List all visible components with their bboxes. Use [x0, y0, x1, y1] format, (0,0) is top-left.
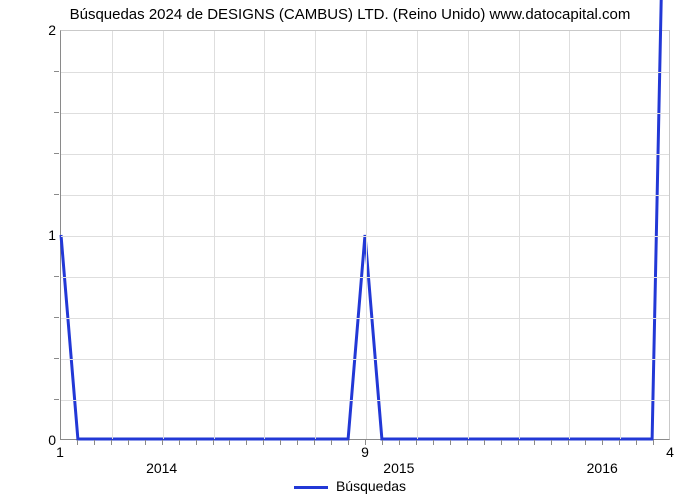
gridline-vertical [112, 31, 113, 439]
series-line [61, 31, 669, 439]
gridline-vertical [214, 31, 215, 439]
plot-area [60, 30, 670, 440]
x-tick-label: 4 [666, 444, 674, 460]
x-minor-tick [585, 440, 586, 445]
x-minor-tick [602, 440, 603, 445]
gridline-vertical [264, 31, 265, 439]
gridline-vertical [620, 31, 621, 439]
y-tick-label: 0 [38, 432, 56, 448]
x-minor-tick [348, 440, 349, 445]
x-minor-tick [416, 440, 417, 445]
gridline-vertical [163, 31, 164, 439]
y-minor-tick [54, 399, 59, 400]
x-minor-tick [196, 440, 197, 445]
x-minor-tick [162, 440, 163, 445]
x-minor-tick [636, 440, 637, 445]
gridline-vertical [468, 31, 469, 439]
x-minor-tick [619, 440, 620, 445]
x-minor-tick [467, 440, 468, 445]
x-tick-label: 9 [361, 444, 369, 460]
chart-container: Búsquedas 2024 de DESIGNS (CAMBUS) LTD. … [0, 0, 700, 500]
x-minor-tick [94, 440, 95, 445]
x-minor-tick [653, 440, 654, 445]
x-year-label: 2016 [587, 460, 618, 476]
y-minor-tick [54, 276, 59, 277]
x-minor-tick [246, 440, 247, 445]
x-minor-tick [568, 440, 569, 445]
x-minor-tick [399, 440, 400, 445]
gridline-horizontal [61, 236, 669, 237]
y-minor-tick [54, 71, 59, 72]
x-minor-tick [229, 440, 230, 445]
gridline-horizontal [61, 72, 669, 73]
x-year-label: 2014 [146, 460, 177, 476]
x-minor-tick [331, 440, 332, 445]
gridline-horizontal [61, 113, 669, 114]
legend-swatch [294, 486, 328, 489]
gridline-vertical [366, 31, 367, 439]
y-minor-tick [54, 112, 59, 113]
x-tick-label: 1 [56, 444, 64, 460]
y-tick-label: 1 [38, 227, 56, 243]
x-minor-tick [551, 440, 552, 445]
x-minor-tick [433, 440, 434, 445]
legend: Búsquedas [0, 478, 700, 494]
chart-title: Búsquedas 2024 de DESIGNS (CAMBUS) LTD. … [0, 6, 700, 23]
gridline-horizontal [61, 400, 669, 401]
x-minor-tick [314, 440, 315, 445]
x-minor-tick [213, 440, 214, 445]
x-minor-tick [280, 440, 281, 445]
x-minor-tick [518, 440, 519, 445]
legend-label: Búsquedas [336, 478, 406, 494]
x-minor-tick [534, 440, 535, 445]
x-year-label: 2015 [383, 460, 414, 476]
y-minor-tick [54, 358, 59, 359]
gridline-horizontal [61, 318, 669, 319]
gridline-vertical [519, 31, 520, 439]
x-minor-tick [77, 440, 78, 445]
gridline-vertical [569, 31, 570, 439]
y-minor-tick [54, 153, 59, 154]
x-minor-tick [263, 440, 264, 445]
x-minor-tick [382, 440, 383, 445]
y-minor-tick [54, 194, 59, 195]
x-minor-tick [111, 440, 112, 445]
gridline-horizontal [61, 277, 669, 278]
x-minor-tick [501, 440, 502, 445]
y-tick-label: 2 [38, 22, 56, 38]
x-minor-tick [365, 440, 366, 445]
x-minor-tick [484, 440, 485, 445]
x-minor-tick [128, 440, 129, 445]
x-minor-tick [145, 440, 146, 445]
gridline-vertical [417, 31, 418, 439]
y-minor-tick [54, 317, 59, 318]
gridline-horizontal [61, 154, 669, 155]
x-minor-tick [179, 440, 180, 445]
gridline-horizontal [61, 359, 669, 360]
gridline-vertical [315, 31, 316, 439]
gridline-horizontal [61, 195, 669, 196]
x-minor-tick [450, 440, 451, 445]
x-minor-tick [297, 440, 298, 445]
